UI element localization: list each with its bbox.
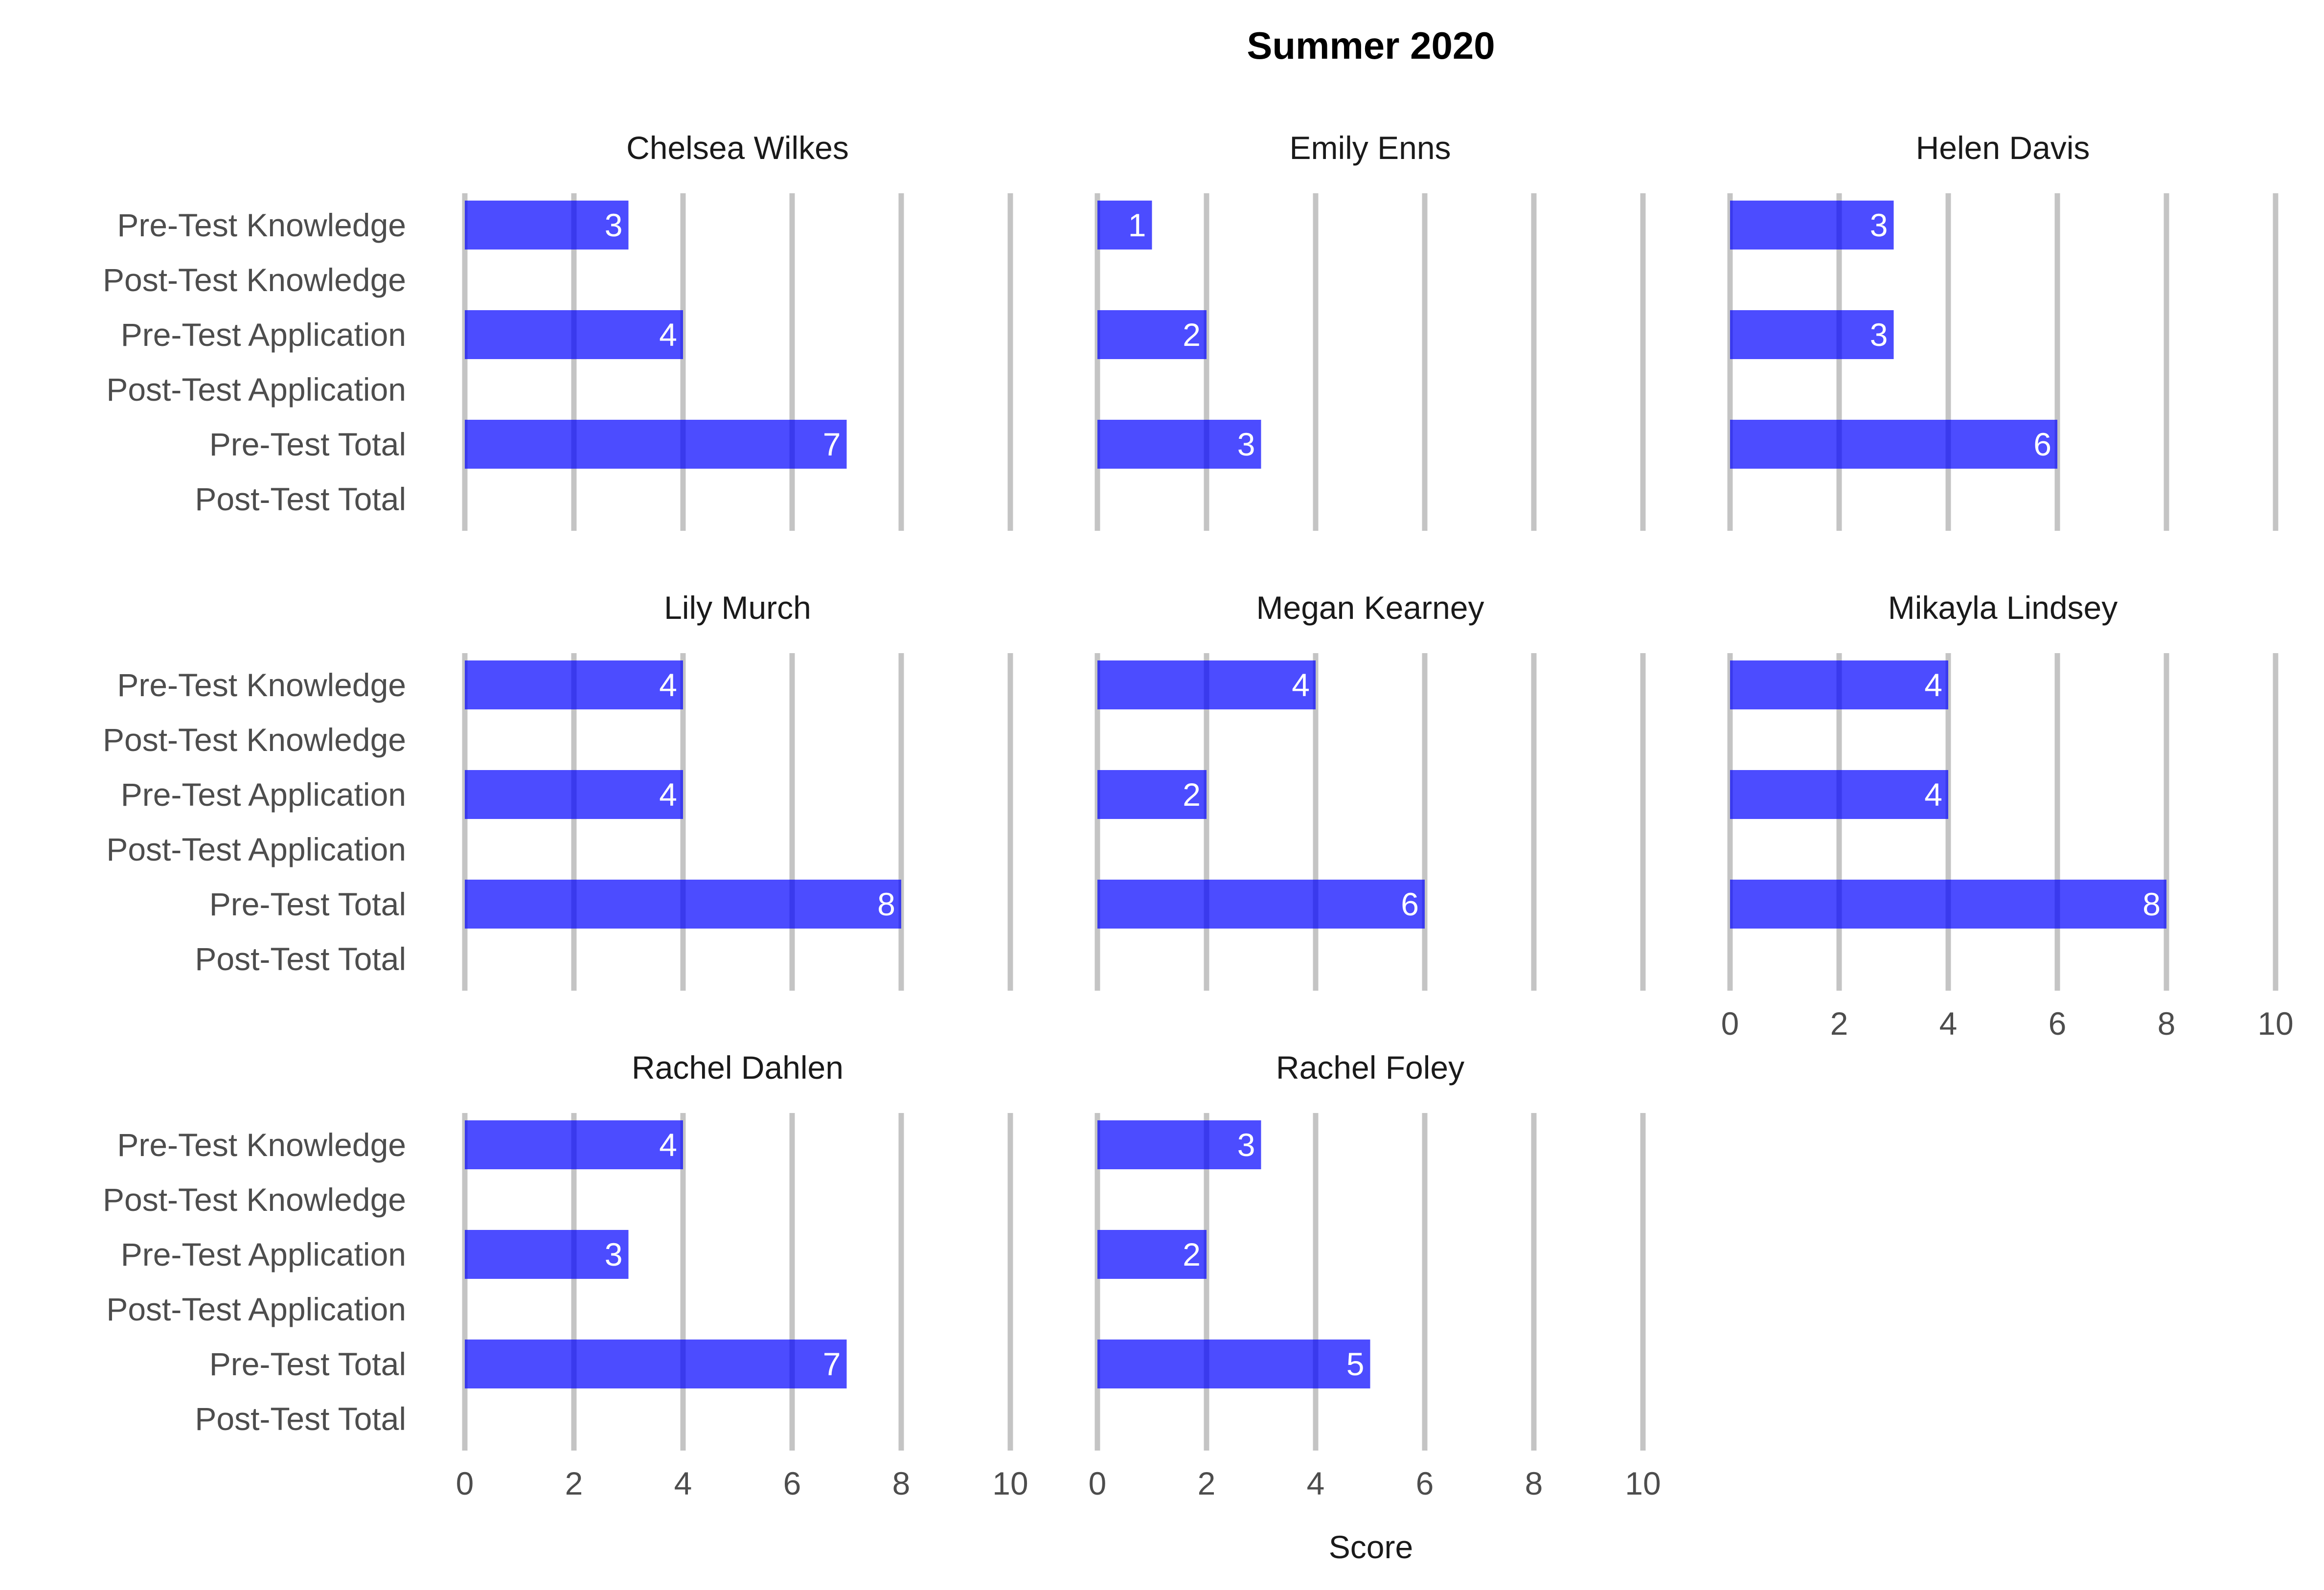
bar (465, 420, 847, 469)
bar (465, 770, 683, 819)
bar-value-label: 3 (1237, 1127, 1255, 1163)
x-tick-label: 4 (674, 1465, 692, 1501)
category-label: Pre-Test Knowledge (117, 1127, 406, 1163)
bar-value-label: 1 (1128, 207, 1146, 243)
x-tick-label: 4 (1939, 1005, 1958, 1042)
panel-title: Chelsea Wilkes (626, 130, 849, 166)
bar (1097, 880, 1425, 929)
bar (1097, 201, 1152, 250)
category-label: Pre-Test Total (209, 1346, 406, 1382)
bar-value-label: 4 (659, 667, 677, 703)
bar (1730, 770, 1948, 819)
bar-value-label: 4 (659, 1127, 677, 1163)
category-label: Pre-Test Total (209, 886, 406, 922)
bar (1097, 1230, 1207, 1279)
bar (1730, 201, 1894, 250)
category-label: Post-Test Total (195, 941, 406, 977)
bar-value-label: 2 (1183, 776, 1201, 813)
bar-value-label: 7 (823, 426, 841, 462)
x-tick-label: 6 (2049, 1005, 2067, 1042)
category-label: Post-Test Knowledge (103, 722, 406, 758)
category-label: Pre-Test Application (121, 1236, 406, 1272)
category-label: Pre-Test Total (209, 426, 406, 462)
x-tick-label: 2 (1830, 1005, 1848, 1042)
bar (1097, 1120, 1261, 1169)
x-tick-label: 6 (783, 1465, 801, 1501)
bar-value-label: 5 (1346, 1346, 1365, 1382)
panel-title: Rachel Foley (1276, 1049, 1464, 1086)
bar-value-label: 6 (2033, 426, 2051, 462)
bar (465, 660, 683, 709)
category-label: Post-Test Application (106, 371, 406, 408)
category-label: Post-Test Knowledge (103, 262, 406, 298)
x-tick-label: 0 (1721, 1005, 1739, 1042)
panel-title: Emily Enns (1289, 130, 1451, 166)
x-tick-label: 2 (565, 1465, 583, 1501)
bar-value-label: 4 (1924, 776, 1942, 813)
bar (1097, 1340, 1370, 1388)
bar-value-label: 8 (877, 886, 895, 922)
bar-value-label: 4 (659, 317, 677, 353)
bar (1097, 420, 1261, 469)
bar (1097, 310, 1207, 359)
chart-title: Summer 2020 (1247, 24, 1495, 67)
bar-value-label: 4 (1292, 667, 1310, 703)
category-label: Pre-Test Application (121, 317, 406, 353)
bar (465, 1230, 629, 1279)
panel-title: Rachel Dahlen (632, 1049, 843, 1086)
category-label: Post-Test Application (106, 1291, 406, 1327)
bar-value-label: 4 (1924, 667, 1942, 703)
bar (1730, 310, 1894, 359)
panel-title: Mikayla Lindsey (1888, 590, 2118, 626)
bar (1730, 660, 1948, 709)
category-label: Pre-Test Knowledge (117, 667, 406, 703)
bar (465, 880, 901, 929)
bar-value-label: 3 (1870, 207, 1888, 243)
x-tick-label: 10 (992, 1465, 1028, 1501)
x-tick-label: 8 (1525, 1465, 1543, 1501)
bar (1097, 770, 1207, 819)
bar (465, 201, 629, 250)
x-tick-label: 2 (1198, 1465, 1216, 1501)
x-tick-label: 4 (1307, 1465, 1325, 1501)
bar-value-label: 2 (1183, 317, 1201, 353)
x-tick-label: 0 (1089, 1465, 1107, 1501)
category-label: Post-Test Knowledge (103, 1181, 406, 1218)
panel-title: Helen Davis (1916, 130, 2090, 166)
bar (465, 1340, 847, 1388)
category-label: Pre-Test Knowledge (117, 207, 406, 243)
category-label: Post-Test Total (195, 1401, 406, 1437)
bar-value-label: 3 (1870, 317, 1888, 353)
x-tick-label: 10 (2257, 1005, 2293, 1042)
bar-value-label: 6 (1401, 886, 1419, 922)
panel-title: Lily Murch (664, 590, 811, 626)
bar (1097, 660, 1316, 709)
bar (1730, 880, 2166, 929)
bar-value-label: 8 (2142, 886, 2161, 922)
x-tick-label: 0 (456, 1465, 474, 1501)
category-label: Post-Test Application (106, 831, 406, 867)
bar-value-label: 4 (659, 776, 677, 813)
bar (1730, 420, 2057, 469)
x-tick-label: 8 (2158, 1005, 2176, 1042)
x-tick-label: 10 (1625, 1465, 1661, 1501)
panel-title: Megan Kearney (1256, 590, 1484, 626)
bar-value-label: 7 (823, 1346, 841, 1382)
bar-value-label: 3 (1237, 426, 1255, 462)
bar-value-label: 3 (605, 207, 623, 243)
category-label: Pre-Test Application (121, 776, 406, 813)
bar (465, 1120, 683, 1169)
x-tick-label: 6 (1416, 1465, 1434, 1501)
bar-value-label: 2 (1183, 1236, 1201, 1272)
bar (465, 310, 683, 359)
x-axis-title: Score (1329, 1529, 1413, 1565)
bar-value-label: 3 (605, 1236, 623, 1272)
category-label: Post-Test Total (195, 481, 406, 517)
x-tick-label: 8 (892, 1465, 911, 1501)
